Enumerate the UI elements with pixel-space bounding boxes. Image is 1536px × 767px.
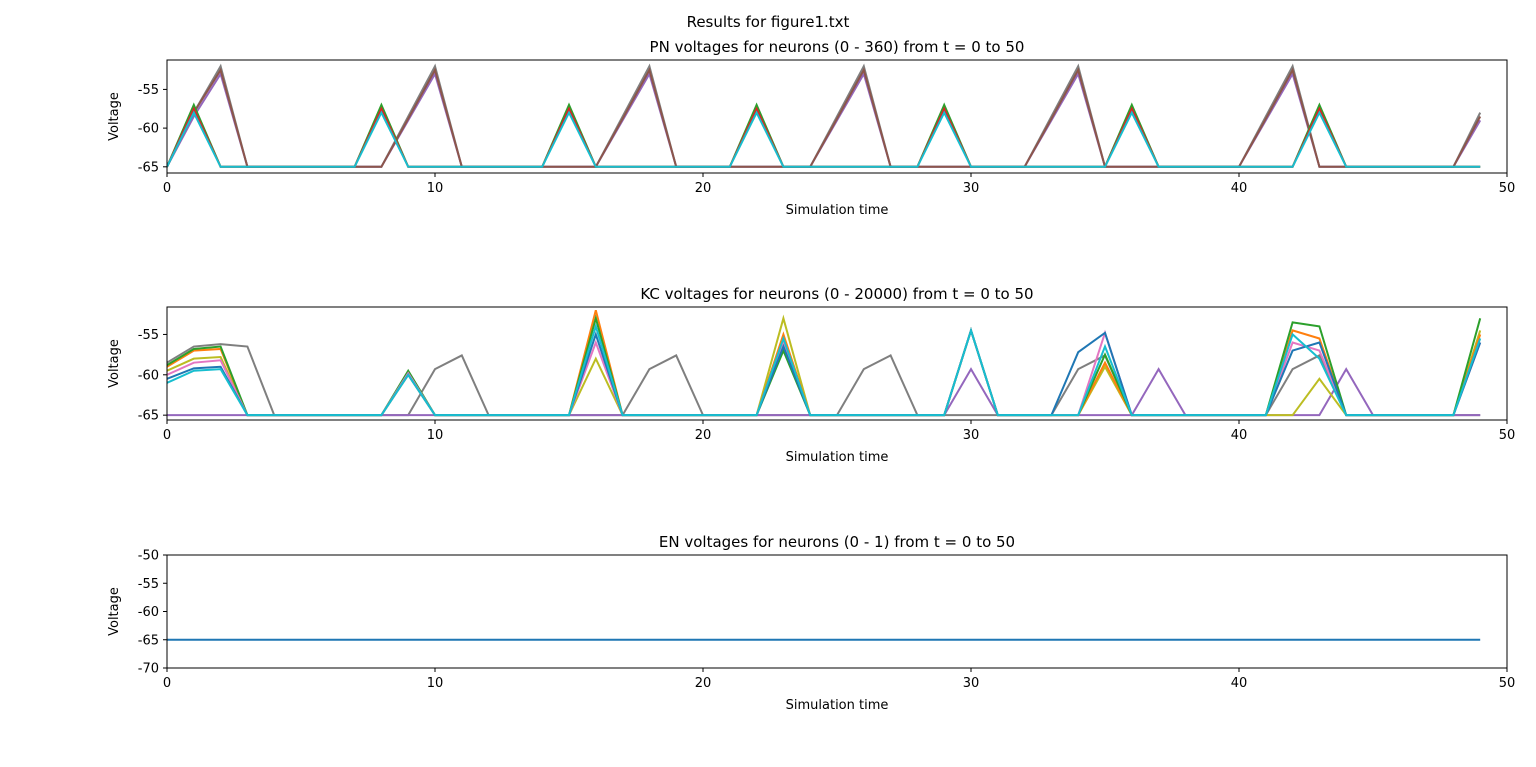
kc-xtick-label: 10 (427, 428, 444, 443)
kc-chart-title: KC voltages for neurons (0 - 20000) from… (640, 285, 1033, 303)
kc-series-group (167, 309, 1482, 417)
pn-axes: PN voltages for neurons (0 - 360) from t… (107, 38, 1515, 218)
pn-series-group (167, 63, 1482, 168)
en-xtick-label: 0 (163, 676, 171, 691)
en-axes: EN voltages for neurons (0 - 1) from t =… (107, 533, 1515, 713)
en-xtick-label: 30 (963, 676, 980, 691)
en-chart-title: EN voltages for neurons (0 - 1) from t =… (659, 533, 1015, 551)
kc-xtick-label: 0 (163, 428, 171, 443)
kc-xaxis-label: Simulation time (786, 450, 889, 465)
pn-xtick-label: 10 (427, 181, 444, 196)
kc-ytick-label: -55 (138, 328, 159, 343)
en-xaxis-label: Simulation time (786, 698, 889, 713)
pn-xtick-label: 0 (163, 181, 171, 196)
pn-xtick-label: 40 (1231, 181, 1248, 196)
kc-plot-frame (166, 306, 1508, 421)
kc-yaxis-label: Voltage (107, 339, 122, 388)
en-ytick-label: -50 (138, 549, 159, 564)
figure-title: Results for figure1.txt (687, 13, 850, 31)
kc-ytick-label: -60 (138, 368, 159, 383)
pn-chart-title: PN voltages for neurons (0 - 360) from t… (650, 38, 1025, 56)
en-yaxis-label: Voltage (107, 587, 122, 636)
pn-series-line (167, 110, 1481, 168)
kc-xtick-label: 30 (963, 428, 980, 443)
en-ytick-label: -65 (138, 633, 159, 648)
pn-ytick-label: -65 (138, 160, 159, 175)
pn-xtick-label: 20 (695, 181, 712, 196)
kc-xtick-label: 40 (1231, 428, 1248, 443)
pn-yaxis-label: Voltage (107, 92, 122, 141)
pn-xtick-label: 50 (1499, 181, 1516, 196)
kc-xtick-label: 20 (695, 428, 712, 443)
en-xtick-label: 10 (427, 676, 444, 691)
en-xtick-label: 50 (1499, 676, 1516, 691)
pn-xtick-label: 30 (963, 181, 980, 196)
en-xtick-label: 40 (1231, 676, 1248, 691)
pn-xaxis-label: Simulation time (786, 203, 889, 218)
pn-plot-frame (166, 59, 1508, 174)
axes-container: PN voltages for neurons (0 - 360) from t… (107, 38, 1515, 713)
pn-series-line (167, 67, 1482, 168)
pn-ytick-label: -60 (138, 122, 159, 137)
kc-xtick-label: 50 (1499, 428, 1516, 443)
kc-ytick-label: -65 (138, 409, 159, 424)
en-ytick-label: -60 (138, 605, 159, 620)
kc-axes: KC voltages for neurons (0 - 20000) from… (107, 285, 1515, 465)
pn-ytick-label: -55 (138, 83, 159, 98)
en-xtick-label: 20 (695, 676, 712, 691)
en-ytick-label: -55 (138, 577, 159, 592)
en-ytick-label: -70 (138, 662, 159, 677)
kc-series-line (167, 322, 1482, 417)
